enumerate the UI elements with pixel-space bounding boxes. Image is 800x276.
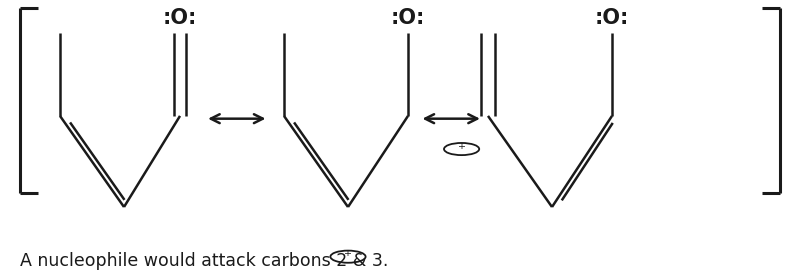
- Point: [15, 192, 25, 195]
- Text: ⁺: ⁺: [458, 142, 466, 156]
- Point: [15, 192, 25, 195]
- Point: [476, 31, 486, 35]
- Point: [279, 114, 289, 118]
- Point: [55, 31, 65, 35]
- Point: [490, 31, 500, 35]
- Text: A nucleophile would attack carbons 2 & 3.: A nucleophile would attack carbons 2 & 3…: [20, 253, 388, 270]
- Point: [119, 205, 129, 209]
- Point: [181, 31, 190, 35]
- Point: [15, 7, 25, 10]
- Point: [181, 114, 190, 118]
- Line: 2 pts: 2 pts: [488, 116, 552, 207]
- Point: [758, 7, 767, 10]
- Point: [490, 114, 500, 118]
- Point: [119, 205, 129, 209]
- Line: 2 pts: 2 pts: [60, 116, 124, 207]
- Point: [403, 31, 413, 35]
- Point: [547, 205, 557, 209]
- Point: [279, 31, 289, 35]
- Point: [483, 114, 493, 118]
- Point: [175, 114, 185, 118]
- Line: 2 pts: 2 pts: [348, 116, 408, 207]
- Point: [403, 114, 413, 118]
- Point: [33, 192, 42, 195]
- Point: [55, 114, 65, 118]
- Point: [66, 121, 75, 124]
- Point: [607, 114, 617, 118]
- Point: [403, 114, 413, 118]
- Point: [55, 114, 65, 118]
- Point: [343, 205, 353, 209]
- Line: 2 pts: 2 pts: [70, 123, 125, 200]
- Point: [33, 7, 42, 10]
- Point: [344, 198, 354, 201]
- Point: [775, 7, 785, 10]
- Point: [170, 114, 179, 118]
- Line: 2 pts: 2 pts: [124, 116, 180, 207]
- Point: [15, 7, 25, 10]
- Point: [343, 205, 353, 209]
- Point: [279, 114, 289, 118]
- Line: 2 pts: 2 pts: [284, 116, 348, 207]
- Point: [775, 192, 785, 195]
- Text: :O:: :O:: [595, 8, 629, 28]
- Point: [557, 199, 566, 202]
- Point: [170, 31, 179, 35]
- Text: :O:: :O:: [163, 8, 197, 28]
- Text: ⁺: ⁺: [344, 249, 352, 264]
- Point: [758, 192, 767, 195]
- Line: 2 pts: 2 pts: [552, 116, 612, 207]
- Point: [120, 198, 130, 201]
- Point: [547, 205, 557, 209]
- Point: [290, 121, 299, 124]
- Point: [775, 192, 785, 195]
- Text: :O:: :O:: [391, 8, 425, 28]
- Line: 2 pts: 2 pts: [562, 123, 613, 200]
- Point: [607, 114, 617, 118]
- Point: [476, 114, 486, 118]
- Point: [607, 31, 617, 35]
- Point: [775, 7, 785, 10]
- Line: 2 pts: 2 pts: [294, 123, 349, 200]
- Point: [608, 121, 618, 124]
